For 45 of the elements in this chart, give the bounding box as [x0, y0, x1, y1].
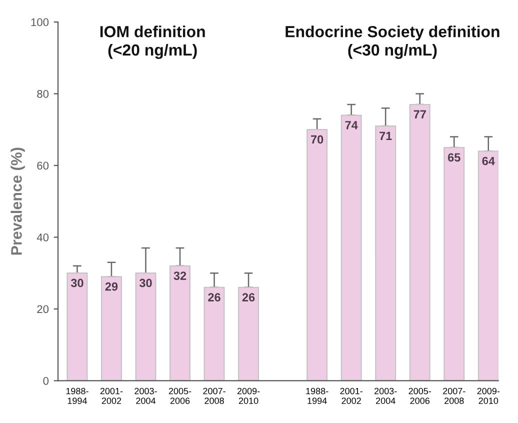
bar: [135, 272, 156, 381]
y-tick-label: 40: [36, 233, 49, 242]
x-tick-label: 2005- 2006: [168, 388, 192, 404]
annotation: Endocrine Society definition (<30 ng/mL): [286, 26, 500, 59]
data-label: 26: [242, 293, 255, 302]
y-tick-label: 100: [31, 18, 49, 26]
x-tick-label: 1988- 1994: [306, 388, 328, 404]
x-tick-label: 2003- 2004: [134, 388, 157, 404]
data-label: 71: [380, 132, 392, 140]
x-tick-label: 1988- 1994: [66, 388, 88, 404]
data-label: 74: [345, 121, 358, 130]
data-label: 30: [70, 278, 84, 288]
data-label: 64: [482, 156, 495, 166]
bar: [170, 265, 190, 381]
x-tick-label: 2003- 2004: [374, 388, 397, 404]
y-tick-label: 20: [37, 305, 49, 314]
bar: [444, 146, 465, 381]
y-axis-title: Prevalence (%): [10, 148, 25, 255]
x-tick-label: 2007- 2008: [443, 388, 466, 404]
y-tick-label: 60: [37, 162, 49, 170]
bar: [66, 272, 88, 381]
data-label: 70: [311, 135, 324, 144]
y-tick-label: 0: [43, 376, 49, 385]
x-tick-label: 2001- 2002: [100, 388, 123, 404]
data-label: 32: [174, 272, 186, 280]
bar: [478, 150, 498, 381]
annotation: IOM definition (<20 ng/mL): [100, 26, 205, 59]
bar: [409, 104, 430, 381]
x-tick-label: 2007- 2008: [203, 388, 226, 404]
bar: [375, 125, 396, 381]
bar: [204, 286, 225, 381]
data-label: 65: [448, 153, 460, 162]
data-label: 77: [414, 110, 426, 118]
data-label: 26: [208, 293, 220, 302]
bar: [238, 286, 260, 381]
x-tick-label: 2005- 2006: [408, 388, 431, 404]
x-tick-label: 2009- 2010: [237, 388, 260, 404]
data-label: 30: [139, 278, 152, 288]
data-label: 29: [105, 282, 118, 291]
y-tick-label: 80: [37, 90, 49, 98]
bar: [306, 129, 328, 381]
bar: [100, 276, 122, 381]
bar: [340, 114, 362, 381]
x-tick-label: 2001- 2002: [340, 388, 362, 404]
x-tick-label: 2009- 2010: [477, 388, 500, 404]
